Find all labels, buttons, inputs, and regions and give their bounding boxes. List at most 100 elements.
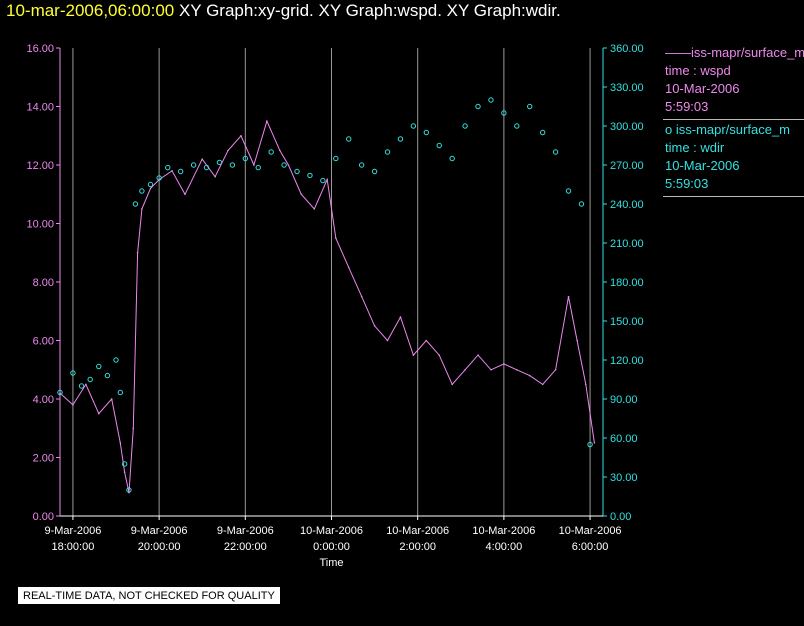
right-tick-label: 300.00	[610, 121, 644, 133]
data-point-wdir	[565, 188, 572, 194]
data-point-wdir	[475, 103, 481, 110]
data-point-wspd	[567, 295, 570, 298]
data-point-wspd	[490, 368, 492, 371]
right-tick-label: 360.00	[610, 43, 644, 55]
data-point-wspd	[171, 170, 173, 172]
data-point-wdir	[488, 97, 494, 103]
data-point-wdir	[371, 168, 378, 175]
data-point-wspd	[149, 187, 152, 190]
data-point-wdir	[410, 123, 417, 129]
data-point-wdir	[307, 172, 313, 179]
left-tick-label: 10.00	[26, 219, 54, 231]
data-point-wspd	[287, 164, 290, 166]
x-tick-label-date: 9-Mar-2006	[131, 525, 188, 537]
data-point-wspd	[335, 237, 337, 239]
data-point-wdir	[333, 155, 339, 162]
data-point-wspd	[85, 383, 87, 386]
data-point-wdir	[216, 159, 223, 166]
data-point-wspd	[110, 398, 113, 400]
right-tick-label: 0.00	[610, 511, 631, 523]
data-point-wdir	[423, 129, 430, 136]
data-point-wspd	[141, 208, 143, 210]
x-tick-label-date: 9-Mar-2006	[44, 525, 101, 537]
data-point-wdir	[268, 149, 274, 155]
right-tick-label: 30.00	[610, 472, 638, 484]
data-point-wdir	[436, 142, 442, 149]
data-point-wspd	[326, 178, 328, 181]
data-point-wspd	[503, 363, 505, 365]
data-point-wdir	[177, 168, 184, 175]
x-tick-label-date: 9-Mar-2006	[217, 525, 274, 537]
data-point-wdir	[156, 175, 162, 181]
legend-wdir-symbol: o	[665, 122, 673, 137]
data-point-wspd	[425, 339, 428, 342]
data-point-wspd	[119, 442, 122, 444]
data-point-wdir	[294, 168, 300, 175]
left-tick-label: 6.00	[33, 336, 54, 348]
data-point-wdir	[462, 123, 468, 129]
left-tick-label: 2.00	[33, 453, 54, 465]
data-point-wdir	[527, 103, 533, 110]
legend-wdir-series: iss-mapr/surface_m	[675, 122, 790, 137]
data-point-wspd	[132, 427, 135, 430]
data-point-wspd	[59, 392, 61, 394]
x-tick-label-date: 10-Mar-2006	[472, 525, 535, 537]
data-point-wdir	[57, 389, 63, 396]
data-point-wspd	[278, 149, 281, 152]
data-point-wdir	[96, 363, 102, 370]
data-point-wdir	[147, 181, 154, 188]
data-point-wspd	[399, 316, 402, 318]
data-point-wspd	[373, 325, 376, 327]
legend-wdir-var: time : wdir	[665, 140, 725, 155]
data-point-wdir	[397, 136, 404, 142]
data-point-wdir	[578, 201, 585, 207]
series-line-wspd	[59, 119, 595, 493]
legend-wspd-time: 5:59:03	[665, 99, 709, 114]
data-point-wdir	[70, 370, 76, 376]
legend-wspd-var: time : wspd	[665, 63, 731, 78]
data-point-wspd	[123, 471, 126, 473]
data-point-wdir	[449, 155, 455, 162]
left-tick-label: 14.00	[26, 102, 54, 114]
data-point-wspd	[184, 193, 186, 196]
data-point-wspd	[227, 149, 229, 152]
legend-wspd: ——iss-mapr/surface_m time : wspd 10-Mar-…	[663, 44, 804, 116]
right-tick-label: 180.00	[610, 277, 644, 289]
data-point-wspd	[451, 383, 453, 386]
data-point-wdir	[190, 162, 197, 168]
x-tick-label-date: 10-Mar-2006	[559, 525, 622, 537]
data-point-wspd	[347, 266, 350, 269]
legend-wspd-symbol: ——	[665, 45, 691, 60]
data-point-wspd	[477, 354, 479, 356]
data-point-wdir	[104, 372, 111, 379]
legend-divider-bottom	[663, 196, 804, 197]
data-point-wdir	[514, 123, 520, 129]
data-point-wspd	[240, 134, 242, 137]
data-point-wdir	[126, 487, 132, 493]
left-tick-label: 8.00	[33, 277, 54, 289]
legend-wdir-date: 10-Mar-2006	[665, 158, 740, 173]
data-point-wdir	[587, 441, 593, 448]
data-point-wdir	[501, 110, 507, 116]
data-point-wdir	[346, 136, 352, 142]
data-point-wdir	[78, 383, 85, 389]
x-tick-label-time: 4:00:00	[486, 541, 523, 553]
data-point-wdir	[113, 357, 119, 363]
data-point-wdir	[281, 162, 287, 168]
data-point-wdir	[255, 164, 261, 171]
left-tick-label: 16.00	[26, 43, 54, 55]
left-tick-label: 4.00	[33, 394, 54, 406]
x-axis-label: Time	[319, 557, 343, 569]
x-tick-label-time: 0:00:00	[313, 541, 350, 553]
data-point-wspd	[201, 158, 204, 160]
x-tick-label-date: 10-Mar-2006	[300, 525, 363, 537]
legend-wspd-series: iss-mapr/surface_m	[691, 45, 804, 60]
data-point-wspd	[438, 354, 441, 356]
legend-wspd-date: 10-Mar-2006	[665, 81, 740, 96]
data-point-wspd	[593, 442, 596, 444]
data-point-wspd	[136, 251, 139, 254]
data-point-wdir	[87, 376, 93, 383]
left-tick-label: 0.00	[33, 511, 54, 523]
data-point-wspd	[72, 404, 74, 406]
